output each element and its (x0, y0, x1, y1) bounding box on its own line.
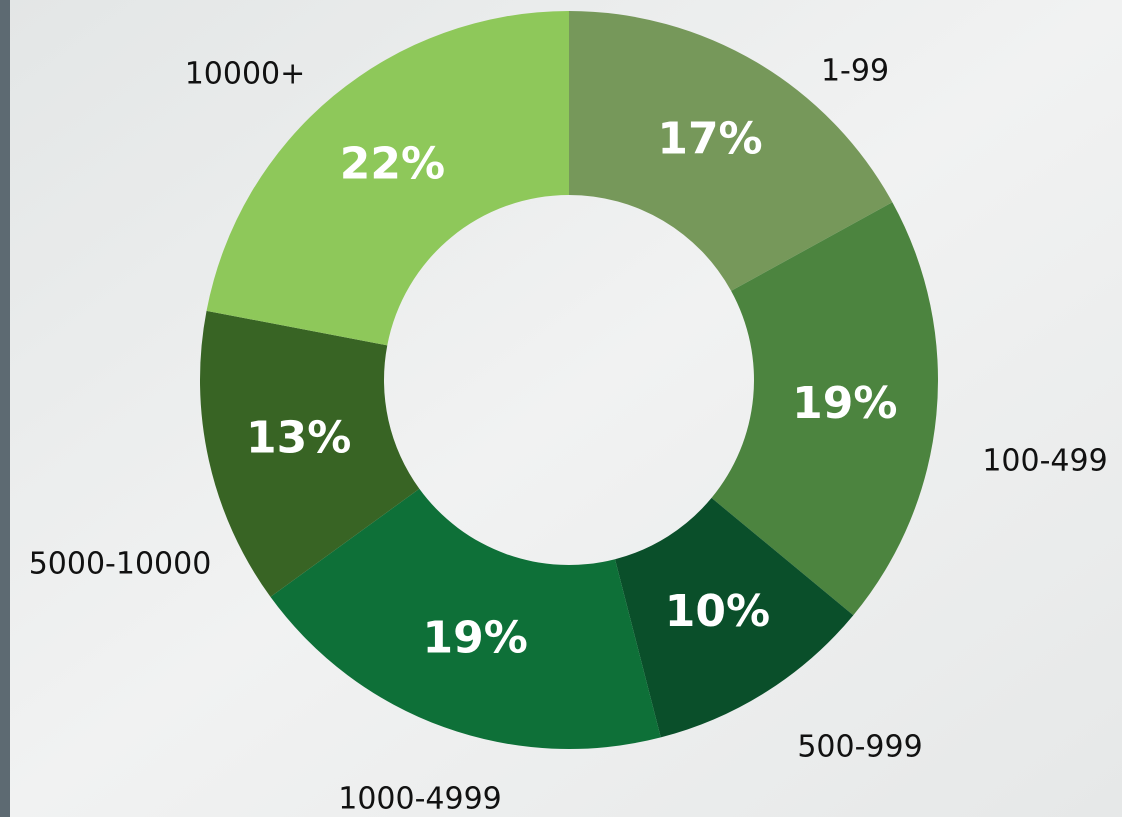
edge-strip (0, 0, 10, 817)
data-label: 13% (246, 412, 351, 463)
category-label: 500-999 (797, 730, 922, 765)
data-label: 19% (423, 613, 528, 664)
data-label: 17% (657, 114, 762, 165)
category-label: 10000+ (185, 57, 306, 92)
data-label: 19% (792, 378, 897, 429)
category-label: 5000-10000 (29, 547, 212, 582)
page: 17% 1-99 19% 100-499 10% 500-999 19% 1000-4999 1… (0, 0, 1122, 817)
category-label: 1000-4999 (338, 782, 502, 817)
category-label: 1-99 (821, 54, 889, 89)
data-label: 10% (665, 586, 770, 637)
data-label: 22% (340, 139, 445, 190)
chart: 17% 1-99 19% 100-499 10% 500-999 19% 1000-4999 1… (0, 0, 1122, 817)
category-label: 100-499 (982, 444, 1107, 479)
